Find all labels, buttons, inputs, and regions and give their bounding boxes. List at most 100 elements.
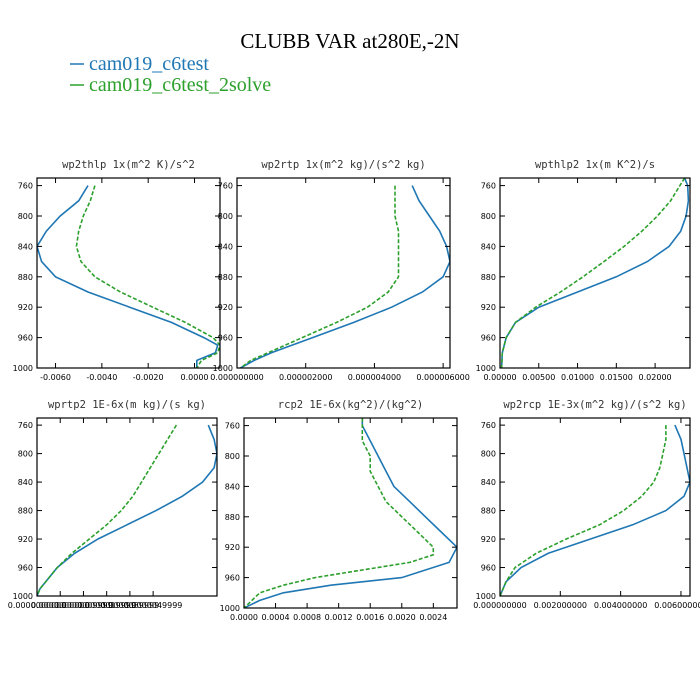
series-line-2 [500,425,667,596]
y-tick-label: 760 [225,422,240,431]
y-tick-label: 760 [18,421,33,430]
series-line-1 [37,424,217,596]
x-tick-label: 0.0000019999 [77,601,136,610]
y-tick-label: 800 [18,450,33,459]
x-tick-label: 0.000006000 [416,373,469,382]
legend-label-series2: cam019_c6test_2solve [89,74,271,96]
plot-frame [236,177,451,369]
y-tick-label: 960 [218,334,233,343]
x-tick-label: 0.0008 [293,613,321,622]
y-tick-label: 960 [481,334,496,343]
series-line-1 [240,185,450,368]
plot-frame [36,177,221,369]
legend: cam019_c6test cam019_c6test_2solve [70,53,271,96]
x-tick-label: 0.01500 [600,373,633,382]
y-tick-label: 880 [481,507,496,516]
y-tick-label: 1000 [476,364,496,373]
panel-title: wpthlp2 1x(m K^2)/s [535,159,655,171]
x-tick-label: 0.0000009999 [54,601,113,610]
series-line-2 [37,424,178,596]
series-line-2 [239,185,400,368]
x-tick-label: 0.0000039999 [101,601,160,610]
panel-4: wprtp2 1E-6x(m kg)/(s kg) 760 800 840 880 920… [8,399,218,610]
panel-title: wp2rtp 1x(m^2 kg)/(s^2 kg) [261,159,425,171]
series-line-1 [37,185,219,368]
series-line-1 [500,178,690,368]
series-line-1 [500,424,690,596]
x-tick-label: 0.0016 [356,613,384,622]
panel-title: rcp2 1E-6x(kg^2)/(kg^2) [278,399,423,411]
y-tick-label: 840 [18,478,33,487]
x-tick-label: 0.0012 [325,613,353,622]
plot-frame [499,417,691,597]
panels-group: wp2thlp 1x(m^2 K)/s^2 760 800 840 880 920 960 1… [8,159,700,622]
y-tick-label: 880 [481,273,496,282]
y-tick-label: 880 [225,513,240,522]
y-tick-label: 1000 [13,592,33,601]
x-tick-label: 0.00500 [522,373,555,382]
x-tick-label: 0.0000000000 [31,601,90,610]
y-tick-label: 920 [225,543,240,552]
x-tick-label: 0.004000000 [594,601,647,610]
y-tick-label: 800 [218,212,233,221]
x-tick-label: 0.000000000 [473,601,526,610]
x-tick-label: 0.00000 [483,373,516,382]
y-tick-label: 1000 [476,592,496,601]
panel-2: wp2rtp 1x(m^2 kg)/(s^2 kg) 760 800 840 880 92… [210,159,470,382]
y-tick-label: 960 [481,564,496,573]
x-tick-label: 0.006000000 [654,601,700,610]
y-tick-label: 1000 [220,604,240,613]
plot-frame [36,417,218,597]
y-tick-label: 880 [218,273,233,282]
x-tick-label: 0.000004000 [348,373,401,382]
y-tick-label: 920 [18,535,33,544]
x-tick-label: 0.000002000 [279,373,332,382]
y-tick-label: 1000 [13,364,33,373]
x-tick-label: 0.002000000 [534,601,587,610]
y-tick-label: 760 [218,182,233,191]
plot-frame [243,417,458,609]
panel-title: wp2rcp 1E-3x(m^2 kg)/(s^2 kg) [503,399,686,411]
x-tick-label: -0.0020 [133,373,164,382]
panel-1: wp2thlp 1x(m^2 K)/s^2 760 800 840 880 920 960 1… [13,159,221,382]
x-tick-label: 0.0024 [419,613,447,622]
y-tick-label: 800 [225,452,240,461]
x-tick-label: 0.01000 [561,373,594,382]
panel-6: wp2rcp 1E-3x(m^2 kg)/(s^2 kg) 760 800 840 88… [473,399,700,610]
plot-frame [499,177,691,369]
y-tick-label: 920 [481,303,496,312]
x-tick-label: 0.0004 [262,613,290,622]
y-tick-label: 840 [225,482,240,491]
y-tick-label: 800 [481,212,496,221]
y-tick-label: 880 [18,273,33,282]
panel-5: rcp2 1E-6x(kg^2)/(kg^2) 760 800 840 880 920 96… [220,399,458,622]
y-tick-label: 760 [481,421,496,430]
x-tick-label: 0.0000 [230,613,258,622]
panel-3: wpthlp2 1x(m K^2)/s 760 800 840 880 920 960 100… [476,159,691,382]
y-tick-label: 840 [481,242,496,251]
y-tick-label: 920 [18,303,33,312]
y-tick-label: 960 [18,564,33,573]
x-tick-label: 0.02000 [639,373,672,382]
y-tick-label: 800 [481,450,496,459]
y-tick-label: 840 [18,242,33,251]
y-tick-label: 880 [18,507,33,516]
y-tick-label: 960 [225,574,240,583]
series-line-1 [244,418,457,608]
y-tick-label: 800 [18,212,33,221]
y-tick-label: 840 [481,478,496,487]
x-tick-label: -0.0060 [40,373,71,382]
panel-title: wprtp2 1E-6x(m kg)/(s kg) [48,399,206,411]
x-tick-label: 0.0000 [181,373,209,382]
y-tick-label: 960 [18,334,33,343]
y-tick-label: 760 [18,182,33,191]
panel-title: wp2thlp 1x(m^2 K)/s^2 [62,159,195,171]
figure-title: CLUBB VAR at280E,-2N [240,29,459,53]
y-tick-label: 1000 [213,364,233,373]
y-tick-label: 920 [218,303,233,312]
y-tick-label: 760 [481,182,496,191]
x-tick-label: -0.0040 [86,373,117,382]
x-tick-label: 0.000000000 [210,373,263,382]
legend-label-series1: cam019_c6test [89,53,209,75]
